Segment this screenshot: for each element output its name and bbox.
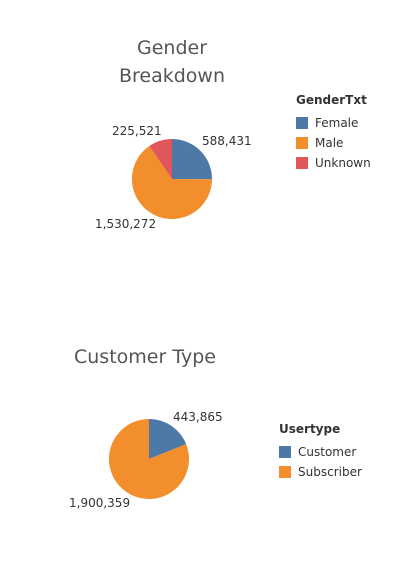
legend-item-customer[interactable]: Customer (279, 442, 362, 462)
chart-title-line-2: Breakdown (118, 65, 226, 87)
customer-type-chart: Customer Type 443,865 1,900,359 Usertype … (0, 330, 413, 562)
legend-label: Customer (298, 445, 357, 459)
legend: Usertype Customer Subscriber (279, 421, 362, 482)
chart-title-line-1: Customer Type (74, 346, 216, 368)
legend-label: Male (315, 136, 344, 150)
pie-slice-customer[interactable] (149, 419, 187, 459)
legend-item-unknown[interactable]: Unknown (296, 153, 371, 173)
pie-chart: 443,865 1,900,359 (69, 410, 223, 510)
legend-item-subscriber[interactable]: Subscriber (279, 462, 362, 482)
legend-swatch (279, 466, 291, 478)
legend-item-male[interactable]: Male (296, 133, 371, 153)
data-label-male: 1,530,272 (95, 217, 156, 231)
legend-label: Female (315, 116, 359, 130)
legend: GenderTxt Female Male Unknown (296, 92, 371, 173)
legend-item-female[interactable]: Female (296, 113, 371, 133)
chart-title: Gender Breakdown (110, 34, 234, 90)
data-label-unknown: 225,521 (112, 124, 162, 138)
chart-title-line-1: Gender (136, 37, 208, 59)
pie-chart: 588,431 1,530,272 225,521 (95, 124, 252, 231)
pie-slice-female[interactable] (172, 139, 213, 180)
legend-label: Unknown (315, 156, 371, 170)
legend-label: Subscriber (298, 465, 362, 479)
data-label-female: 588,431 (202, 134, 252, 148)
legend-swatch (296, 117, 308, 129)
legend-swatch (279, 446, 291, 458)
legend-title: Usertype (279, 422, 341, 436)
pie-slice-subscriber[interactable] (109, 419, 190, 499)
pie-slice-male[interactable] (132, 146, 212, 220)
legend-title: GenderTxt (296, 93, 367, 107)
legend-swatch (296, 137, 308, 149)
pie-slice-unknown[interactable] (149, 139, 172, 179)
chart-title: Customer Type (60, 343, 230, 371)
gender-breakdown-chart: Gender Breakdown 588,431 1,530,272 225,521… (0, 0, 413, 280)
data-label-customer: 443,865 (173, 410, 223, 424)
data-label-subscriber: 1,900,359 (69, 496, 130, 510)
legend-swatch (296, 157, 308, 169)
